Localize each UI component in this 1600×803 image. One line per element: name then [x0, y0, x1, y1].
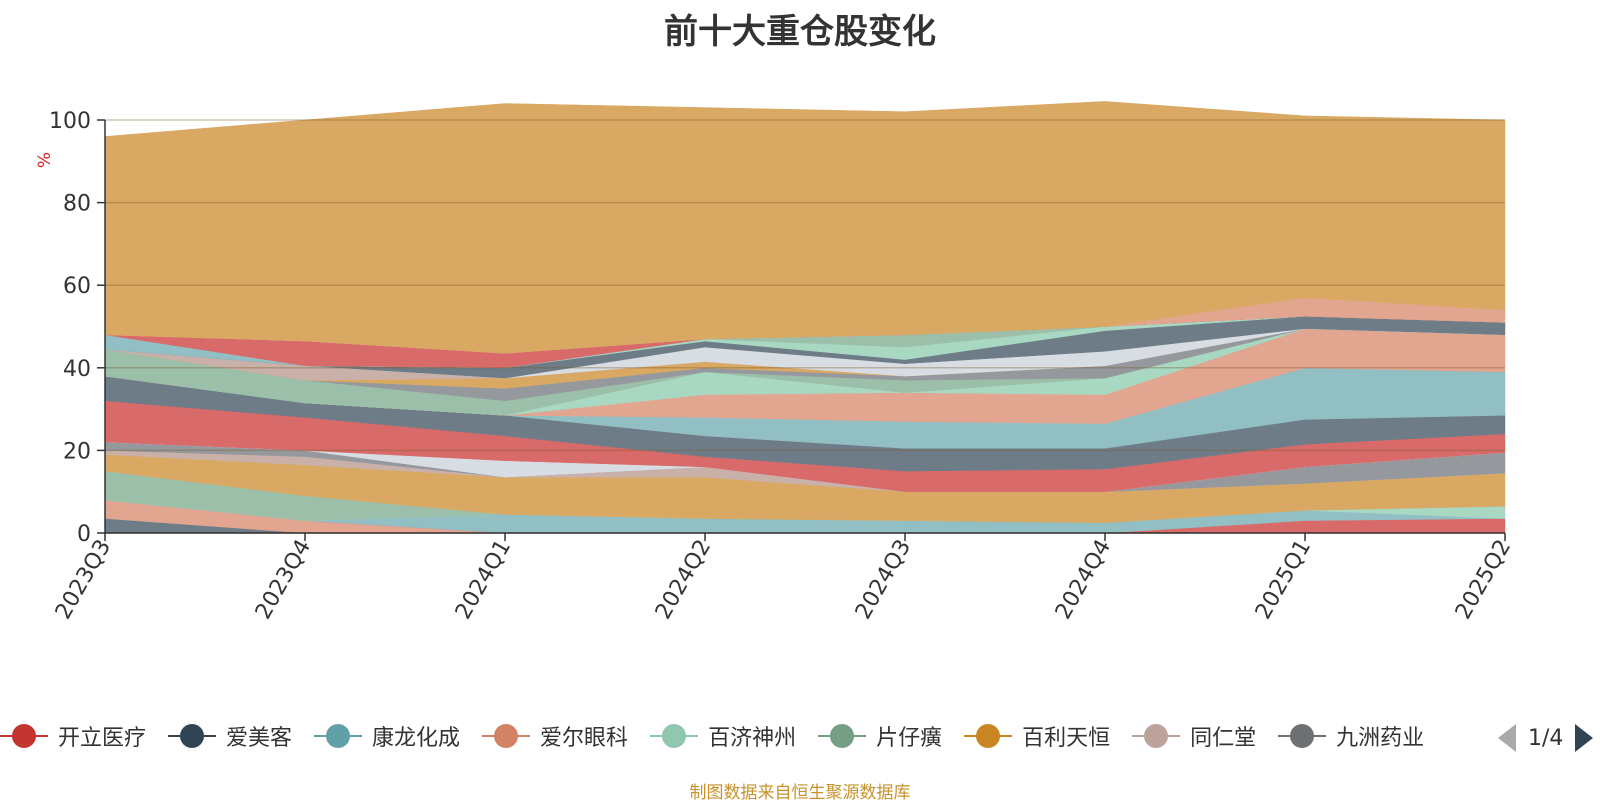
legend-item[interactable]: 百利天恒 [964, 720, 1110, 752]
legend-label: 康龙化成 [372, 726, 461, 751]
x-tick-label: 2024Q3 [851, 536, 916, 624]
legend-item[interactable]: 九洲药业 [1278, 720, 1424, 752]
legend-marker-icon [818, 724, 867, 748]
legend-label: 百济神州 [708, 726, 797, 751]
legend-marker-icon [964, 724, 1013, 748]
legend-marker-icon [650, 724, 699, 748]
legend-page-label: 1/4 [1528, 725, 1564, 751]
legend-label: 爱美客 [226, 726, 293, 751]
legend-item[interactable]: 爱美客 [168, 720, 292, 752]
legend-prev-arrow-icon[interactable] [1498, 724, 1516, 752]
legend-label: 九洲药业 [1336, 726, 1425, 751]
x-tick-label: 2024Q4 [1051, 536, 1116, 624]
legend-label: 百利天恒 [1022, 726, 1111, 751]
legend-item[interactable]: 爱尔眼科 [482, 720, 628, 752]
y-axis-label: % [35, 152, 55, 168]
legend: 开立医疗 爱美客 康龙化成 爱尔眼科 百济神州 片仔癀 百利天恒 同仁堂 九洲药业 [0, 716, 1520, 756]
y-tick-label: 80 [63, 192, 91, 217]
legend-marker-icon [482, 724, 531, 748]
x-tick-label: 2024Q1 [451, 536, 516, 624]
x-tick-label: 2025Q2 [1451, 536, 1516, 624]
legend-label: 开立医疗 [58, 726, 147, 751]
x-tick-label: 2023Q3 [51, 536, 116, 624]
y-tick-label: 100 [49, 109, 91, 134]
x-tick-label: 2023Q4 [251, 536, 316, 624]
y-tick-label: 20 [63, 439, 91, 464]
x-tick-label: 2025Q1 [1251, 536, 1316, 624]
y-tick-label: 0 [77, 522, 91, 547]
legend-label: 片仔癀 [876, 726, 943, 751]
area-series [104, 101, 1506, 534]
legend-item[interactable]: 片仔癀 [818, 720, 942, 752]
legend-item[interactable]: 开立医疗 [0, 720, 146, 752]
legend-next-arrow-icon[interactable] [1575, 724, 1594, 752]
legend-marker-icon [1132, 724, 1181, 748]
area-layer-26 [104, 101, 1506, 354]
legend-item[interactable]: 康龙化成 [314, 720, 460, 752]
y-tick-label: 60 [63, 274, 91, 299]
chart-title: 前十大重仓股变化 [664, 12, 936, 52]
source-note: 制图数据来自恒生聚源数据库 [689, 783, 911, 803]
legend-pager: 1/4 [1498, 718, 1594, 758]
y-tick-label: 40 [63, 357, 91, 382]
legend-marker-icon [1278, 724, 1327, 748]
legend-marker-icon [0, 724, 48, 748]
x-tick-label: 2024Q2 [651, 536, 716, 624]
legend-item[interactable]: 同仁堂 [1132, 720, 1256, 752]
legend-label: 同仁堂 [1190, 726, 1257, 751]
legend-marker-icon [314, 724, 363, 748]
legend-item[interactable]: 百济神州 [650, 720, 796, 752]
area-chart: 0 20 40 60 80 100 2023Q3 2023Q4 2024Q1 2024Q2 2024… [35, 101, 1516, 624]
legend-marker-icon [168, 724, 217, 748]
legend-label: 爱尔眼科 [540, 726, 629, 751]
